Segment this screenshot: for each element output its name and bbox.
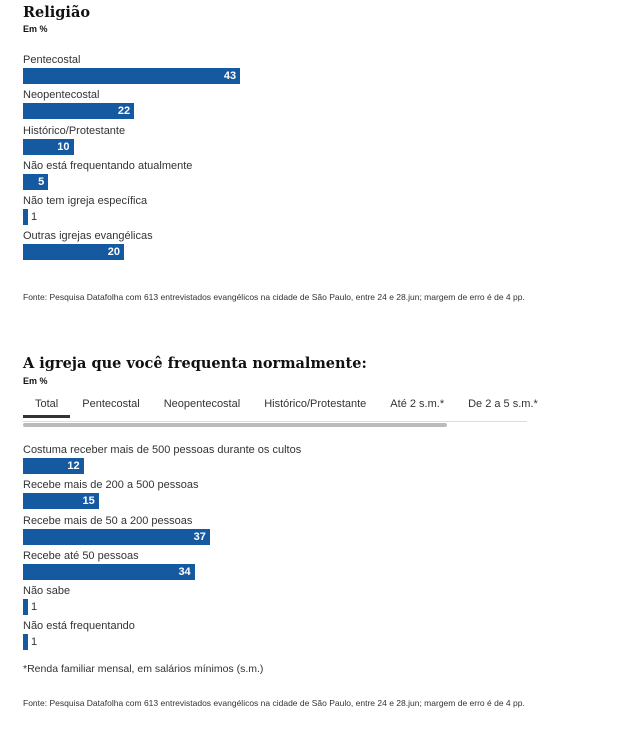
chart2-title: A igreja que você frequenta normalmente: bbox=[23, 355, 367, 372]
bar-label: Pentecostal bbox=[23, 54, 81, 66]
bar-value: 5 bbox=[38, 175, 45, 188]
bar-value: 1 bbox=[31, 601, 38, 614]
bar-row: Costuma receber mais de 500 pessoas dura… bbox=[23, 444, 523, 479]
tab-bar: Total Pentecostal Neopentecostal Histórico/… bbox=[23, 393, 538, 422]
bar-value: 37 bbox=[193, 530, 206, 543]
bar: 34 bbox=[23, 563, 195, 580]
bar: 37 bbox=[23, 528, 210, 545]
bar-row: Pentecostal 43 bbox=[23, 54, 523, 89]
bar-value: 22 bbox=[117, 105, 131, 118]
bar-label: Não tem igreja específica bbox=[23, 195, 148, 208]
bar-label: Costuma receber mais de 500 pessoas dura… bbox=[23, 444, 302, 456]
bar-label: Histórico/Protestante bbox=[23, 124, 126, 137]
bar-label: Recebe mais de 50 a 200 pessoas bbox=[23, 514, 193, 527]
bar-label: Não está frequentando bbox=[23, 620, 135, 633]
tab-2[interactable]: Neopentecostal bbox=[163, 398, 241, 410]
bar: 1 bbox=[23, 634, 37, 651]
chart1-bars: Pentecostal 43 Neopentecostal 22 Histórico/P… bbox=[23, 54, 523, 266]
chart2-bars: Costuma receber mais de 500 pessoas dura… bbox=[23, 444, 523, 656]
bar-row: Não tem igreja específica 1 bbox=[23, 195, 523, 230]
tab-0[interactable]: Total bbox=[23, 393, 71, 418]
bar-value: 43 bbox=[223, 70, 237, 82]
bar: 15 bbox=[23, 493, 99, 510]
bar-row: Neopentecostal 22 bbox=[23, 89, 523, 124]
bar-value: 10 bbox=[57, 140, 70, 153]
bar-row: Recebe mais de 200 a 500 pessoas 15 bbox=[23, 479, 523, 514]
chart1-source: Fonte: Pesquisa Datafolha com 613 entrev… bbox=[23, 292, 525, 302]
bar-label: Não sabe bbox=[23, 585, 71, 598]
chart2-unit: Em % bbox=[23, 376, 48, 386]
bar-value: 20 bbox=[107, 246, 120, 259]
bar-value: 15 bbox=[82, 495, 95, 508]
chart1-unit: Em % bbox=[23, 24, 48, 34]
bar: 10 bbox=[23, 138, 74, 155]
bar-label: Não está frequentando atualmente bbox=[23, 159, 193, 172]
tabs-scrollbar[interactable] bbox=[23, 423, 447, 427]
bar-label: Outras igrejas evangélicas bbox=[23, 230, 153, 243]
chart2-note: *Renda familiar mensal, em salários míni… bbox=[23, 663, 264, 675]
tab-3[interactable]: Histórico/Protestante bbox=[264, 398, 367, 410]
bar-value: 1 bbox=[31, 211, 38, 224]
bar-value: 12 bbox=[67, 460, 80, 472]
bar-row: Recebe até 50 pessoas 34 bbox=[23, 550, 523, 585]
bar-label: Neopentecostal bbox=[23, 89, 100, 102]
bar-row: Histórico/Protestante 10 bbox=[23, 125, 523, 160]
bar-label: Recebe até 50 pessoas bbox=[23, 549, 139, 562]
bar: 1 bbox=[23, 599, 37, 616]
chart1-title: Religião bbox=[23, 4, 91, 21]
bar-label: Recebe mais de 200 a 500 pessoas bbox=[23, 479, 199, 492]
bar-row: Outras igrejas evangélicas 20 bbox=[23, 230, 523, 265]
bar-row: Não está frequentando atualmente 5 bbox=[23, 160, 523, 195]
tab-5[interactable]: De 2 a 5 s.m.* bbox=[468, 398, 538, 410]
tab-4[interactable]: Até 2 s.m.* bbox=[390, 398, 445, 410]
bar: 1 bbox=[23, 209, 37, 226]
bar: 43 bbox=[23, 68, 241, 84]
bar-row: Não sabe 1 bbox=[23, 585, 523, 620]
bar-value: 34 bbox=[178, 565, 191, 578]
bar-row: Não está frequentando 1 bbox=[23, 620, 523, 655]
bar: 20 bbox=[23, 244, 124, 261]
bar: 22 bbox=[23, 103, 135, 120]
chart2-source: Fonte: Pesquisa Datafolha com 613 entrev… bbox=[23, 698, 525, 708]
bar-value: 1 bbox=[31, 636, 38, 649]
bar: 12 bbox=[23, 458, 84, 474]
tab-1[interactable]: Pentecostal bbox=[82, 398, 140, 410]
bar-row: Recebe mais de 50 a 200 pessoas 37 bbox=[23, 515, 523, 550]
bar: 5 bbox=[23, 173, 49, 190]
